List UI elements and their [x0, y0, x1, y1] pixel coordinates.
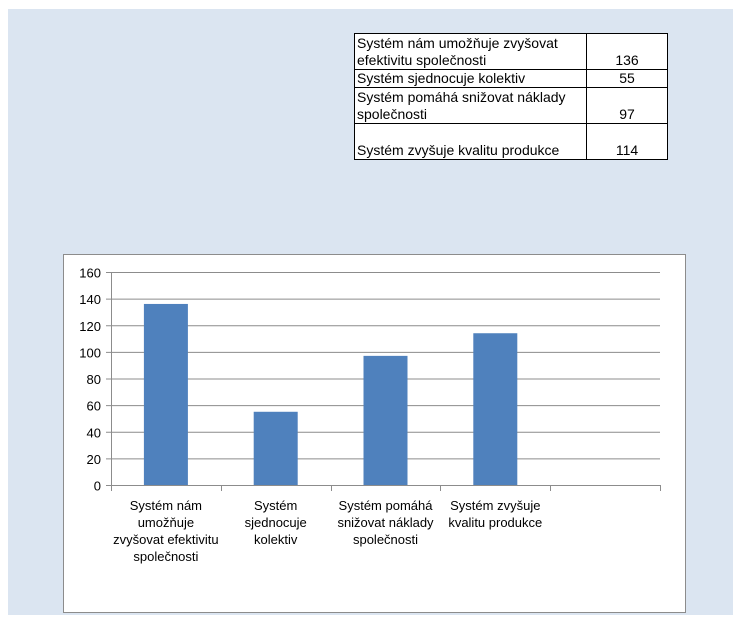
x-category-label: Systém nám umožňuje zvyšovat efektivitu … [113, 498, 219, 564]
bar [143, 303, 188, 485]
table-cell-value: 114 [586, 123, 668, 160]
table-cell-label: Systém sjednocuje kolektiv [354, 69, 587, 88]
table-cell-label: Systém nám umožňuje zvyšovat efektivitu … [354, 33, 587, 70]
x-category-label: Systém sjednocuje kolektiv [244, 498, 307, 547]
table-cell-value: 55 [586, 69, 668, 88]
x-category-label: Systém zvyšuje kvalitu produkce [448, 498, 543, 530]
y-tick-label: 0 [94, 479, 101, 494]
y-tick-label: 160 [79, 266, 101, 281]
table-cell-value: 97 [586, 87, 668, 124]
data-table: Systém nám umožňuje zvyšovat efektivitu … [354, 33, 668, 160]
bar [473, 333, 518, 485]
table-row: Systém sjednocuje kolektiv 55 [354, 69, 668, 88]
table-cell-value: 136 [586, 33, 668, 70]
bar [363, 355, 408, 485]
bar [253, 411, 298, 485]
y-tick-label: 120 [79, 319, 101, 334]
table-cell-label: Systém pomáhá snižovat náklady společnos… [354, 87, 587, 124]
table-row: Systém nám umožňuje zvyšovat efektivitu … [354, 33, 668, 70]
bar-chart: 0 20 40 60 80 100 120 140 160 Systém nám umožňuj… [63, 254, 686, 613]
y-tick-label: 40 [87, 425, 101, 440]
y-tick-label: 80 [87, 372, 101, 387]
table-row: Systém pomáhá snižovat náklady společnos… [354, 87, 668, 124]
y-tick-label: 100 [79, 345, 101, 360]
y-tick-label: 140 [79, 292, 101, 307]
x-category-label: Systém pomáhá snižovat náklady společnos… [337, 498, 434, 547]
table-cell-label: Systém zvyšuje kvalitu produkce [354, 123, 587, 160]
y-tick-label: 60 [87, 399, 101, 414]
y-tick-label: 20 [87, 452, 101, 467]
table-row: Systém zvyšuje kvalitu produkce 114 [354, 123, 668, 160]
chart-plot-svg: 0 20 40 60 80 100 120 140 160 [79, 266, 661, 494]
